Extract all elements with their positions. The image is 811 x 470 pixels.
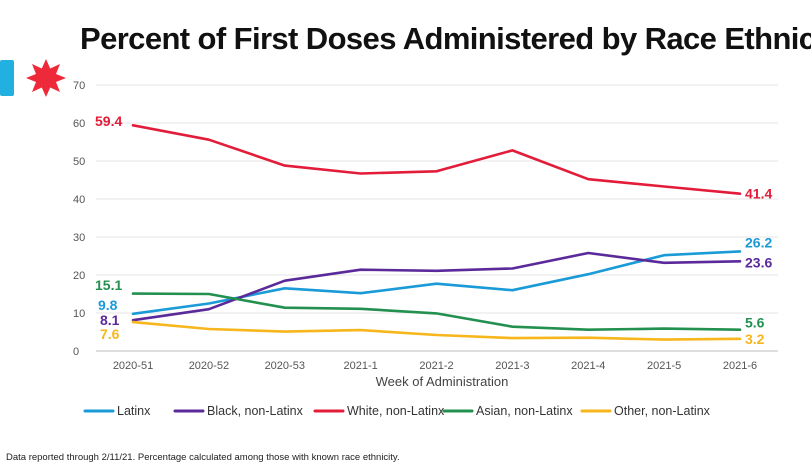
x-tick-label: 2021-2 [419,360,453,372]
end-data-label: 26.2 [745,234,772,250]
legend-item-label: White, non-Latinx [347,404,445,418]
x-tick-label: 2020-52 [189,360,229,372]
red-star-icon [26,59,66,97]
flag-bar [0,60,14,96]
data-labels: 9.8 26.2 8.1 23.6 59.4 41.4 15.1 5.6 7.6 3.2 [95,113,772,347]
end-data-label: 3.2 [745,331,765,347]
y-tick-label: 60 [73,118,85,130]
start-data-label: 59.4 [95,113,122,129]
y-tick-label: 10 [73,308,85,320]
y-tick-label: 40 [73,194,85,206]
x-tick-label: 2021-1 [343,360,377,372]
start-data-label: 8.1 [100,312,120,328]
y-tick-label: 30 [73,232,85,244]
end-data-label: 5.6 [745,315,765,331]
y-axis-ticks: 0 10 20 30 40 50 60 70 [73,80,85,358]
y-tick-label: 0 [73,346,79,358]
x-axis-ticks: 2020-51 2020-52 2020-53 2021-1 2021-2 2021-3 2… [113,360,757,372]
legend-item-label: Black, non-Latinx [207,404,304,418]
legend-item-label: Asian, non-Latinx [476,404,573,418]
x-tick-label: 2020-53 [265,360,305,372]
x-tick-label: 2021-4 [571,360,605,372]
y-tick-label: 20 [73,270,85,282]
series-line [131,251,742,322]
y-tick-label: 70 [73,80,85,92]
gridlines [96,84,778,352]
end-data-label: 23.6 [745,254,772,270]
x-axis-label: Week of Administration [376,374,509,389]
start-data-label: 7.6 [100,326,120,342]
series-lines [131,124,742,341]
x-tick-label: 2021-6 [723,360,757,372]
series-line [131,124,742,195]
page-title: Percent of First Doses Administered by R… [80,21,811,56]
y-tick-label: 50 [73,156,85,168]
legend-item-label: Latinx [117,404,151,418]
start-data-label: 15.1 [95,277,122,293]
x-tick-label: 2021-5 [647,360,681,372]
end-data-label: 41.4 [745,186,772,202]
footnote: Data reported through 2/11/21. Percentag… [6,452,400,463]
x-tick-label: 2021-3 [495,360,529,372]
legend: Latinx Black, non-Latinx White, non-Latinx… [83,404,711,418]
legend-item-label: Other, non-Latinx [614,404,711,418]
start-data-label: 9.8 [98,297,118,313]
x-tick-label: 2020-51 [113,360,153,372]
series-line [131,292,742,332]
series-line [131,320,742,341]
